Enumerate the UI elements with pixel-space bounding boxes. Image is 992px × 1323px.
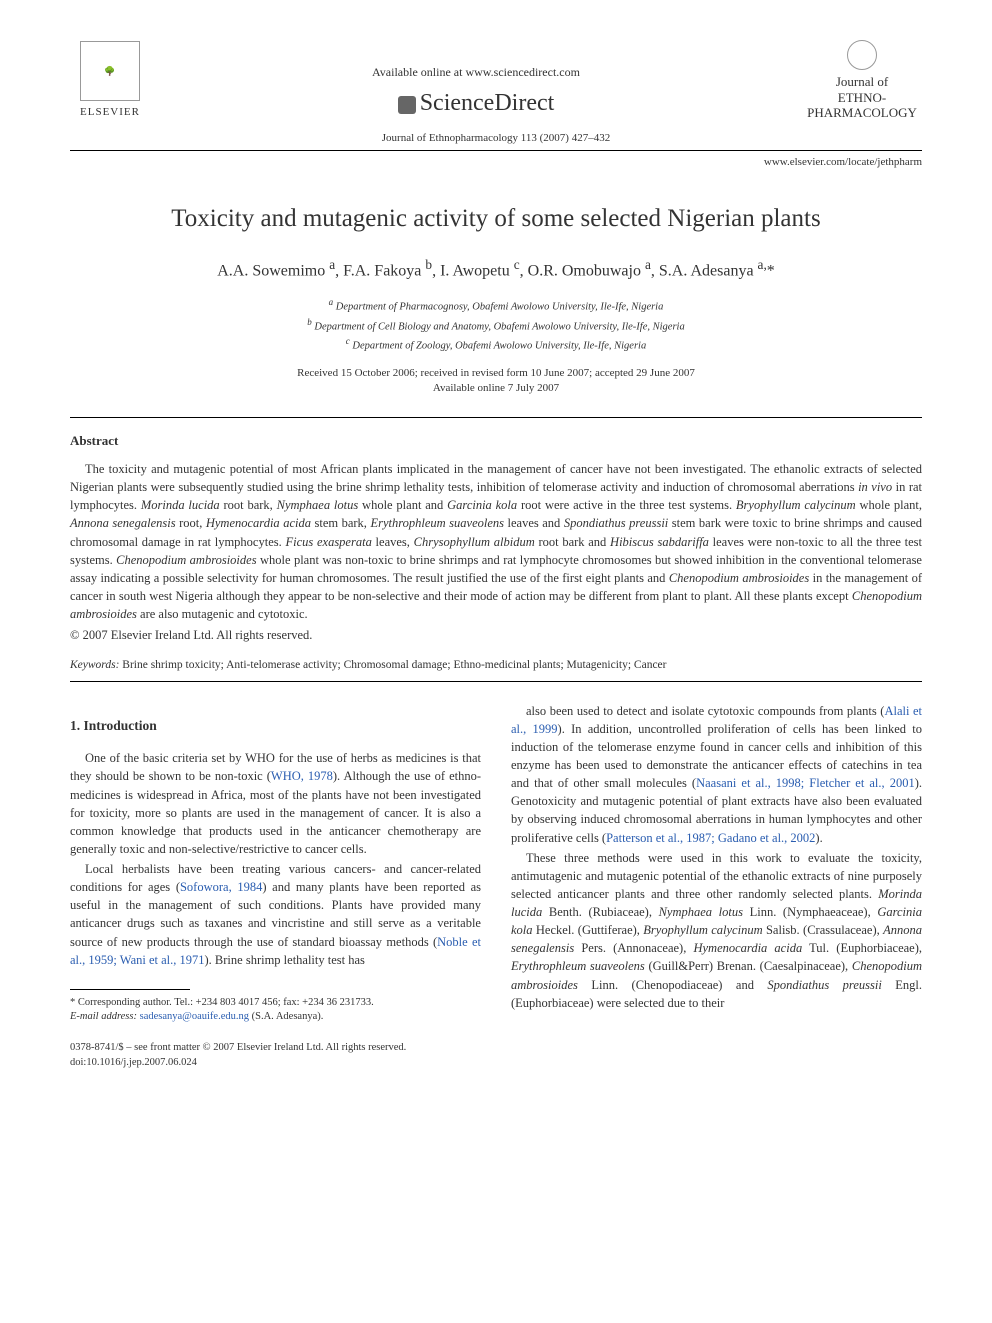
affiliations: a Department of Pharmacognosy, Obafemi A… — [70, 296, 922, 354]
elsevier-label: ELSEVIER — [80, 105, 140, 120]
email-label: E-mail address: — [70, 1011, 137, 1022]
journal-reference: Journal of Ethnopharmacology 113 (2007) … — [70, 131, 922, 146]
header-rule — [70, 150, 922, 151]
center-header: Available online at www.sciencedirect.co… — [150, 64, 802, 120]
authors-list: A.A. Sowemimo a, F.A. Fakoya b, I. Awope… — [70, 256, 922, 283]
affiliation-c: c Department of Zoology, Obafemi Awolowo… — [70, 335, 922, 354]
keywords-rule — [70, 681, 922, 682]
keywords-label: Keywords: — [70, 659, 119, 671]
elsevier-tree-icon: 🌳 — [80, 41, 140, 101]
body-columns: 1. Introduction One of the basic criteri… — [70, 702, 922, 1025]
footer-front-matter: 0378-8741/$ – see front matter © 2007 El… — [70, 1041, 922, 1056]
affiliation-a: a Department of Pharmacognosy, Obafemi A… — [70, 296, 922, 315]
dates-received: Received 15 October 2006; received in re… — [70, 366, 922, 381]
footnote-separator — [70, 989, 190, 990]
available-online-text: Available online at www.sciencedirect.co… — [150, 64, 802, 81]
email-suffix: (S.A. Adesanya). — [252, 1011, 324, 1022]
dates-online: Available online 7 July 2007 — [70, 381, 922, 396]
footnote-email-line: E-mail address: sadesanya@oauife.edu.ng … — [70, 1010, 481, 1025]
journal-logo-line1: Journal of — [802, 74, 922, 90]
footer-doi: doi:10.1016/j.jep.2007.06.024 — [70, 1056, 922, 1071]
email-address[interactable]: sadesanya@oauife.edu.ng — [140, 1011, 249, 1022]
journal-logo-line2: ETHNO- — [802, 90, 922, 106]
intro-heading: 1. Introduction — [70, 716, 481, 736]
journal-url: www.elsevier.com/locate/jethpharm — [70, 155, 922, 170]
footnote-corr: * Corresponding author. Tel.: +234 803 4… — [70, 996, 481, 1011]
journal-seal-icon — [847, 40, 877, 70]
publisher-header: 🌳 ELSEVIER Available online at www.scien… — [70, 40, 922, 121]
intro-p1: One of the basic criteria set by WHO for… — [70, 749, 481, 858]
sciencedirect-logo: ScienceDirect — [150, 87, 802, 121]
abstract-heading: Abstract — [70, 432, 922, 450]
elsevier-logo: 🌳 ELSEVIER — [70, 41, 150, 120]
journal-cover-logo: Journal of ETHNO- PHARMACOLOGY — [802, 40, 922, 121]
intro-p3: also been used to detect and isolate cyt… — [511, 702, 922, 847]
article-title: Toxicity and mutagenic activity of some … — [70, 201, 922, 236]
intro-p4: These three methods were used in this wo… — [511, 849, 922, 1012]
keywords-text: Brine shrimp toxicity; Anti-telomerase a… — [122, 659, 666, 671]
affiliation-b: b Department of Cell Biology and Anatomy… — [70, 316, 922, 335]
keywords-line: Keywords: Brine shrimp toxicity; Anti-te… — [70, 657, 922, 673]
copyright-line: © 2007 Elsevier Ireland Ltd. All rights … — [70, 627, 922, 645]
journal-logo-line3: PHARMACOLOGY — [802, 105, 922, 121]
intro-p2: Local herbalists have been treating vari… — [70, 860, 481, 969]
abstract-paragraph: The toxicity and mutagenic potential of … — [70, 460, 922, 623]
sciencedirect-text: ScienceDirect — [420, 90, 555, 116]
sciencedirect-icon — [398, 96, 416, 114]
article-dates: Received 15 October 2006; received in re… — [70, 366, 922, 397]
abstract-body: The toxicity and mutagenic potential of … — [70, 460, 922, 623]
abstract-top-rule — [70, 417, 922, 418]
corresponding-author-footnote: * Corresponding author. Tel.: +234 803 4… — [70, 996, 481, 1025]
